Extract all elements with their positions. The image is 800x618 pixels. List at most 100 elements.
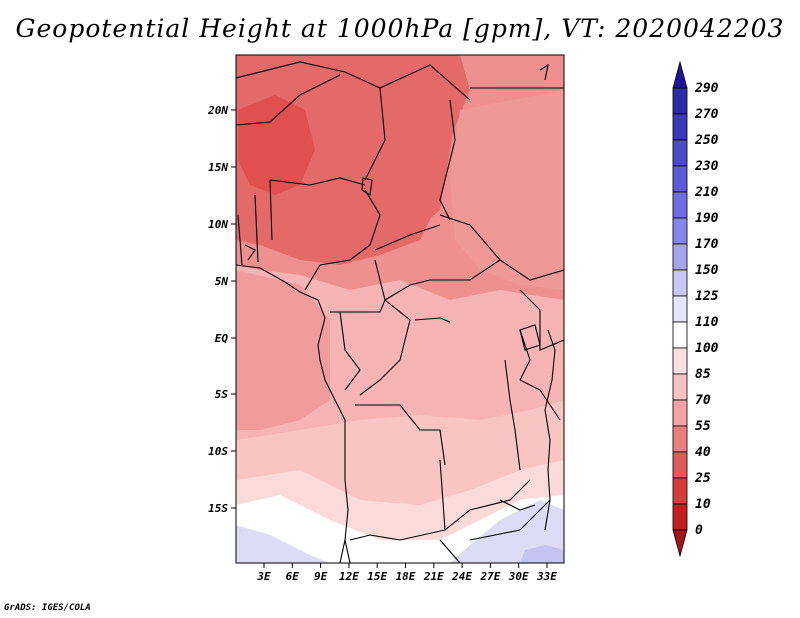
lake-tanganyika — [504, 359, 516, 431]
colorbar-segment — [672, 113, 688, 141]
colorbar-segment — [672, 165, 688, 193]
lake-zambezi — [499, 499, 536, 511]
field-east-mid — [450, 90, 564, 290]
lon-label: 24E — [451, 570, 472, 583]
colorbar-label: 230 — [694, 159, 719, 174]
border-gabon-congo — [339, 311, 361, 391]
colorbar-segment — [672, 269, 688, 297]
colorbar-label: 190 — [695, 211, 719, 226]
lon-label: 15E — [367, 570, 387, 583]
colorbar-segment — [672, 217, 688, 245]
lake-chad — [361, 177, 373, 196]
colorbar-segment — [672, 347, 688, 375]
colorbar-label: 10 — [695, 497, 711, 512]
border-cameroon-gabon — [330, 299, 386, 313]
colorbar-label: 25 — [694, 471, 711, 486]
border-nigeria-cameroon — [304, 189, 381, 291]
colorbar-label: 110 — [695, 315, 719, 330]
border-benin-togo — [254, 194, 259, 263]
lon-label: 33E — [536, 570, 557, 583]
latitude-axis: 20N 15N 10N 5N EQ 5S 10S 15S — [207, 104, 236, 515]
lake-northeast — [539, 63, 549, 81]
colorbar-label: 125 — [695, 289, 719, 304]
colorbar-segment — [672, 243, 688, 271]
lat-label: 10N — [208, 218, 228, 231]
lon-label: 18E — [396, 570, 416, 583]
border-angola-zambia — [349, 459, 446, 541]
border-tanzania — [519, 379, 561, 421]
credit-text: GrADS: IGES/COLA — [4, 603, 91, 613]
map-frame — [235, 54, 565, 564]
lat-label: 10S — [208, 445, 228, 458]
border-drc-angola — [355, 404, 446, 466]
lat-label: 15S — [208, 502, 228, 515]
country-borders — [236, 61, 564, 563]
field-sw-blue — [236, 525, 330, 563]
lon-label: 3E — [256, 570, 271, 583]
border-chad-sudan — [439, 99, 456, 221]
height-field — [236, 55, 564, 563]
border-botswana — [439, 539, 461, 563]
colorbar-label: 100 — [695, 341, 719, 356]
colorbar-segment — [672, 373, 688, 401]
lon-label: 30E — [508, 570, 529, 583]
border-sudan-ssudan — [439, 214, 501, 261]
lake-drc — [414, 317, 451, 323]
lat-label: 15N — [208, 161, 228, 174]
lon-label: 12E — [339, 570, 359, 583]
coast-east — [544, 329, 556, 531]
border-niger-mali — [236, 74, 341, 126]
lake-volta — [244, 244, 256, 261]
field-deep-red — [238, 95, 315, 195]
colorbar-segment — [672, 399, 688, 427]
border-ghana — [237, 214, 243, 266]
field-se-blue — [450, 500, 564, 563]
lon-label: 21E — [423, 570, 444, 583]
colorbar-segment — [672, 503, 688, 531]
colorbar-label: 270 — [694, 107, 719, 122]
chart-title: Geopotential Height at 1000hPa [gpm], VT… — [15, 14, 785, 43]
border-ethiopia — [499, 259, 564, 281]
colorbar-label: 250 — [694, 133, 719, 148]
coastlines — [236, 63, 556, 563]
border-zimbabwe — [469, 499, 551, 541]
colorbar-segment — [672, 425, 688, 453]
colorbar-label: 0 — [695, 523, 703, 538]
border-algeria-niger — [236, 61, 381, 89]
lon-label: 6E — [286, 570, 300, 583]
border-zambia-east — [444, 479, 531, 531]
border-congo-drc — [359, 299, 411, 396]
lat-label: 5S — [215, 388, 229, 401]
colorbar-segment — [672, 321, 688, 349]
lake-malawi — [514, 429, 521, 471]
lat-label: EQ — [215, 332, 229, 345]
colorbar-segment — [672, 295, 688, 323]
colorbar-label: 290 — [694, 81, 719, 96]
colorbar-label: 40 — [695, 445, 711, 460]
border-niger-nigeria — [269, 177, 366, 186]
coast-gulf-guinea — [236, 264, 349, 563]
border-uganda — [519, 329, 531, 381]
border-east-africa — [519, 289, 564, 351]
colorbar-label: 170 — [695, 237, 719, 252]
colorbar-label: 85 — [695, 367, 711, 382]
border-libya — [379, 64, 471, 101]
colorbar-segment — [672, 529, 688, 558]
colorbar-segment — [672, 87, 688, 115]
colorbar-segment — [672, 451, 688, 479]
colorbar-segment — [672, 60, 688, 89]
border-niger-chad — [364, 87, 386, 181]
border-chad-car — [374, 224, 441, 251]
longitude-axis: 3E 6E 9E 12E 15E 18E 21E 24E 27E 30E 33E — [256, 563, 557, 583]
lat-label: 20N — [207, 104, 228, 117]
colorbar-segment — [672, 139, 688, 167]
colorbar-label: 150 — [695, 263, 719, 278]
lake-victoria — [519, 324, 541, 351]
colorbar-label: 210 — [694, 185, 719, 200]
lat-label: 5N — [215, 275, 229, 288]
colorbar-label: 70 — [695, 393, 711, 408]
colorbar-label: 55 — [695, 419, 711, 434]
border-namibia — [344, 539, 351, 563]
lon-label: 27E — [479, 570, 500, 583]
